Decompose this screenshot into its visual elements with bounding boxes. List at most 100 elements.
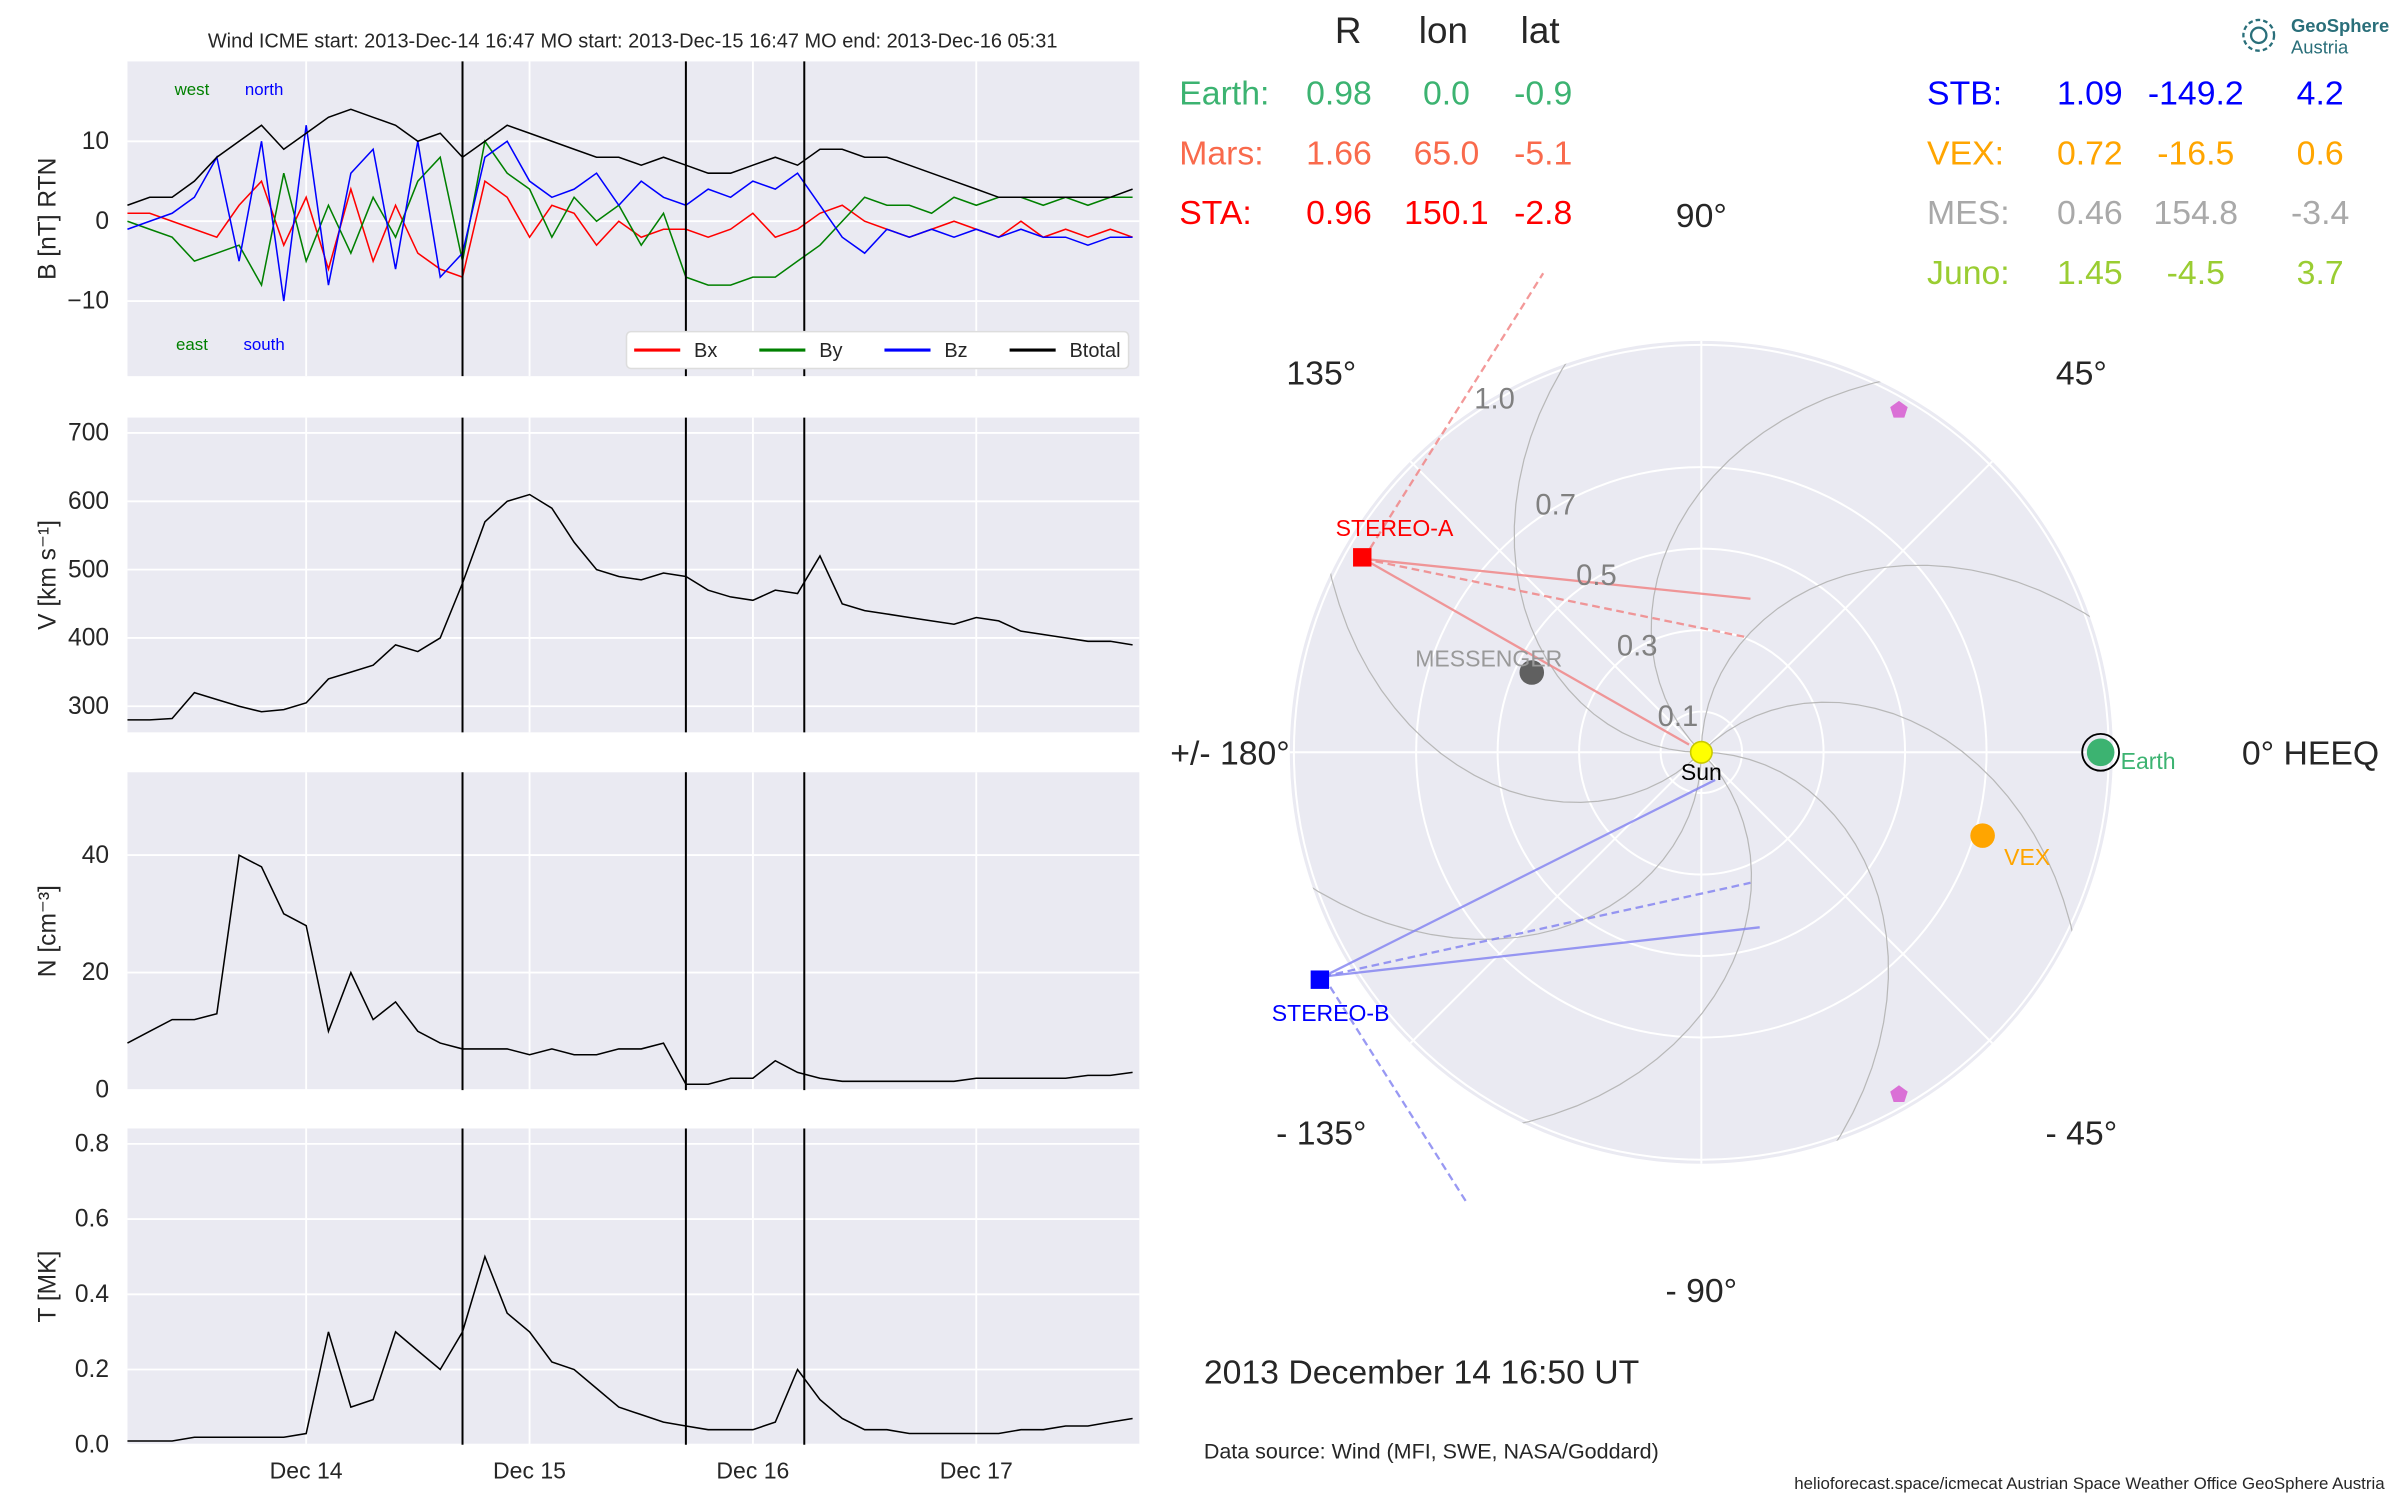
body-marker: [2086, 738, 2115, 767]
angular-grid: [1700, 751, 1994, 1044]
radial-tick-label: 0.7: [1535, 490, 1576, 522]
body-label: MESSENGER: [1415, 645, 1562, 671]
panel-background: [127, 61, 1140, 377]
cell: -5.1: [1514, 134, 1572, 172]
data-line: [127, 493, 1133, 721]
angular-grid: [1409, 751, 1703, 1044]
y-tick-label: 10: [82, 128, 109, 155]
logo-subtitle: Austria: [2291, 37, 2349, 58]
cell: 0.46: [2057, 194, 2123, 232]
data-line: [127, 179, 1133, 279]
row-name: STB:: [1927, 74, 2002, 112]
annotation: west: [174, 80, 210, 99]
x-tick-label: Dec 15: [493, 1458, 566, 1484]
radial-tick-label: 0.1: [1658, 701, 1699, 733]
y-axis-label: V [km s⁻¹]: [34, 520, 61, 630]
legend-label: Bz: [944, 340, 967, 362]
column-header: lon: [1419, 10, 1468, 51]
spiral: [1289, 543, 1702, 940]
y-tick-label: 0.0: [75, 1431, 109, 1458]
y-tick-label: 0: [95, 208, 109, 235]
fov-lines: [1322, 272, 1760, 1203]
legend-label: Btotal: [1069, 340, 1120, 362]
legend-label: By: [819, 340, 842, 362]
row-name: VEX:: [1927, 134, 2004, 172]
y-tick-label: 700: [68, 420, 109, 447]
legend-box: [625, 330, 1130, 370]
radial-tick-label: 1.0: [1474, 384, 1515, 416]
y-tick-label: 0.4: [75, 1281, 109, 1308]
spiral: [1492, 751, 1889, 1164]
x-tick-label: Dec 17: [940, 1458, 1013, 1484]
date: 2013 December 14 16:50 UT: [1204, 1353, 1639, 1391]
y-tick-label: 40: [82, 842, 109, 869]
cell: 1.66: [1306, 134, 1372, 172]
cell: 0.98: [1306, 74, 1372, 112]
data-line: [127, 1254, 1133, 1442]
column-header: R: [1335, 10, 1362, 51]
body-label: STEREO-A: [1336, 515, 1454, 541]
x-tick-label: Dec 16: [716, 1458, 789, 1484]
y-tick-label: 0: [95, 1077, 109, 1104]
cell: 65.0: [1414, 134, 1480, 172]
cell: 1.09: [2057, 74, 2123, 112]
angle-label: 90°: [1676, 197, 1727, 235]
row-name: Juno:: [1927, 254, 2010, 292]
body-marker: [1890, 1085, 1908, 1103]
body-marker: [1519, 660, 1545, 685]
body-label: Sun: [1681, 759, 1722, 785]
spiral: [1513, 340, 1911, 753]
y-tick-label: 0.2: [75, 1356, 109, 1383]
y-axis-label: N [cm⁻³]: [34, 885, 61, 977]
cell: 150.1: [1404, 194, 1489, 232]
earth-ring: [2081, 732, 2120, 772]
panel-background: [127, 1128, 1140, 1445]
logo: GeoSphere Austria: [2242, 15, 2389, 58]
cell: 0.72: [2057, 134, 2123, 172]
annotation: north: [245, 80, 283, 99]
body-label: STEREO-B: [1272, 1000, 1390, 1026]
y-tick-label: 600: [68, 488, 109, 515]
cell: -2.8: [1514, 194, 1572, 232]
body-marker: [1890, 400, 1908, 418]
y-tick-label: 500: [68, 556, 109, 583]
panel-background: [127, 417, 1140, 733]
row-name: STA:: [1179, 194, 1252, 232]
data-line: [127, 853, 1133, 1086]
body-label: Earth: [2121, 748, 2176, 774]
row-name: MES:: [1927, 194, 2010, 232]
cell: -16.5: [2157, 134, 2234, 172]
legend-label: Bx: [694, 340, 717, 362]
annotation: south: [243, 335, 284, 354]
panel-background: [127, 772, 1140, 1091]
angle-label: +/- 180°: [1170, 735, 1290, 773]
y-tick-label: 20: [82, 959, 109, 986]
annotation: east: [176, 335, 208, 354]
footer: helioforecast.space/icmecat Austrian Spa…: [1794, 1474, 2385, 1493]
radial-tick-label: 0.3: [1617, 631, 1658, 663]
cell: -4.5: [2167, 254, 2225, 292]
cell: 3.7: [2297, 254, 2344, 292]
y-tick-label: 400: [68, 625, 109, 652]
y-tick-label: 300: [68, 693, 109, 720]
cell: 1.45: [2057, 254, 2123, 292]
data-source: Data source: Wind (MFI, SWE, NASA/Goddar…: [1204, 1440, 1659, 1464]
y-axis-label: B [nT] RTN: [34, 158, 61, 280]
y-tick-label: −10: [67, 288, 109, 315]
logo-title: GeoSphere: [2291, 15, 2389, 36]
cell: -0.9: [1514, 74, 1572, 112]
body-marker: [1970, 823, 1995, 848]
cell: 154.8: [2154, 194, 2239, 232]
y-tick-label: 0.6: [75, 1206, 109, 1233]
y-tick-label: 0.8: [75, 1131, 109, 1158]
data-line: [127, 125, 1133, 302]
x-tick-label: Dec 14: [270, 1458, 343, 1484]
angle-label: - 45°: [2046, 1115, 2118, 1153]
data-line: [127, 108, 1133, 206]
body-marker: [1689, 740, 1713, 764]
spiral: [1700, 564, 2113, 962]
y-axis-label: T [MK]: [34, 1251, 61, 1323]
body-marker: [1310, 970, 1330, 989]
cell: 0.96: [1306, 194, 1372, 232]
